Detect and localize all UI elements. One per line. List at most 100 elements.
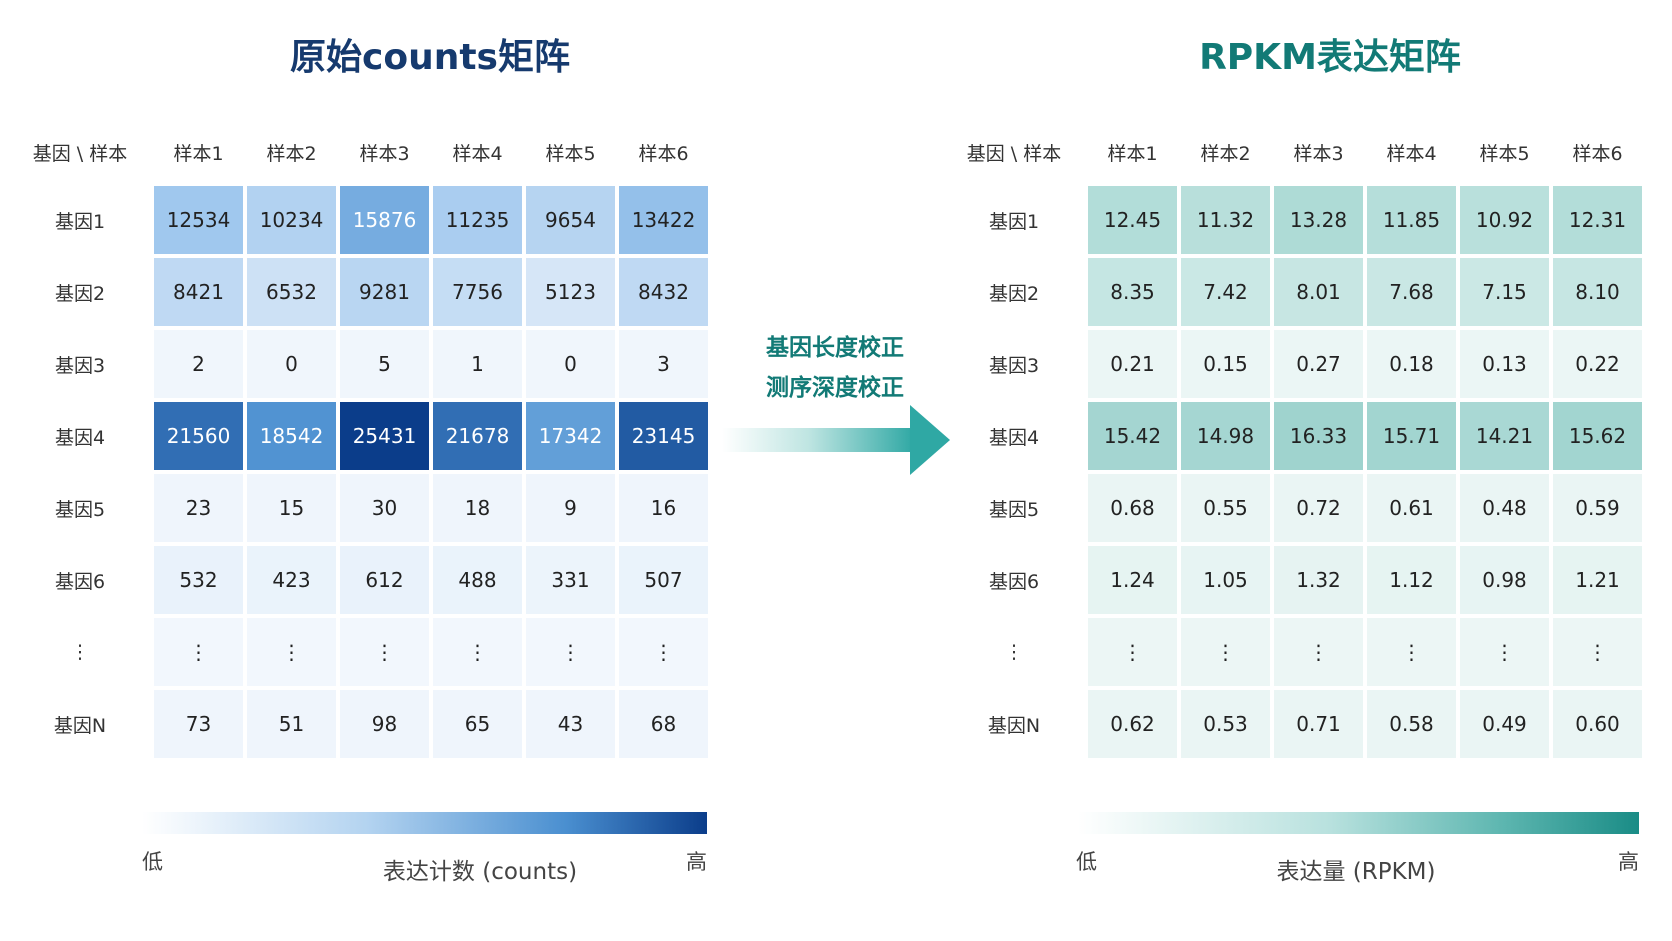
column-header: 样本3 — [1293, 142, 1344, 165]
matrix-cell: 0.22 — [1553, 330, 1642, 398]
sequencing-depth-correction-text: 测序深度校正 — [766, 375, 904, 401]
matrix-cell: 51 — [247, 690, 336, 758]
table-row: 基因N 73 51 98 65 43 68 — [10, 690, 708, 758]
column-header: 样本2 — [1200, 142, 1251, 165]
row-label: ⋮ — [70, 641, 90, 663]
column-header: 样本3 — [359, 142, 410, 165]
matrix-cell: 12534 — [154, 186, 243, 254]
right-panel-title: RPKM表达矩阵 — [1199, 37, 1461, 78]
column-header: 样本1 — [173, 142, 224, 165]
matrix-cell: 8.10 — [1553, 258, 1642, 326]
matrix-cell: 507 — [619, 546, 708, 614]
matrix-cell: ⋮ — [526, 618, 615, 686]
colorbar-low-label: 低 — [142, 850, 163, 874]
row-label: 基因N — [987, 714, 1041, 737]
matrix-cell: 0.18 — [1367, 330, 1456, 398]
matrix-cell: 0.55 — [1181, 474, 1270, 542]
colorbar-low-label: 低 — [1076, 850, 1097, 874]
matrix-cell: 1 — [433, 330, 522, 398]
matrix-cell: ⋮ — [247, 618, 336, 686]
matrix-cell: 331 — [526, 546, 615, 614]
arrow-right-icon — [722, 405, 950, 475]
matrix-cell: ⋮ — [340, 618, 429, 686]
row-label: 基因N — [53, 714, 107, 737]
matrix-cell: 5 — [340, 330, 429, 398]
matrix-cell: 0.53 — [1181, 690, 1270, 758]
table-row: 基因2 8421 6532 9281 7756 5123 8432 — [10, 258, 708, 326]
matrix-cell: 16 — [619, 474, 708, 542]
column-header: 样本6 — [1572, 142, 1623, 165]
matrix-cell: 0.62 — [1088, 690, 1177, 758]
row-label: 基因2 — [54, 282, 106, 305]
matrix-cell: 12.45 — [1088, 186, 1177, 254]
matrix-cell: 0.15 — [1181, 330, 1270, 398]
gene-length-correction-text: 基因长度校正 — [766, 335, 904, 361]
matrix-cell: 8.01 — [1274, 258, 1363, 326]
matrix-cell: 0.13 — [1460, 330, 1549, 398]
matrix-cell: 10234 — [247, 186, 336, 254]
matrix-cell: 0 — [526, 330, 615, 398]
matrix-cell: 68 — [619, 690, 708, 758]
counts-matrix-table: 基因 \ 样本 样本1 样本2 样本3 样本4 样本5 样本6 基因1 12534… — [6, 118, 712, 762]
colorbar-high-label: 高 — [1618, 850, 1639, 874]
matrix-cell: ⋮ — [619, 618, 708, 686]
matrix-cell: 17342 — [526, 402, 615, 470]
matrix-cell: 1.21 — [1553, 546, 1642, 614]
matrix-cell: 0.68 — [1088, 474, 1177, 542]
matrix-cell: ⋮ — [433, 618, 522, 686]
matrix-cell: 0.61 — [1367, 474, 1456, 542]
matrix-cell: 1.12 — [1367, 546, 1456, 614]
column-header: 样本1 — [1107, 142, 1158, 165]
matrix-cell: 0.49 — [1460, 690, 1549, 758]
row-label: 基因2 — [988, 282, 1040, 305]
matrix-cell: 1.24 — [1088, 546, 1177, 614]
table-row: 基因1 12534 10234 15876 11235 9654 13422 — [10, 186, 708, 254]
matrix-cell: 488 — [433, 546, 522, 614]
matrix-cell: ⋮ — [1088, 618, 1177, 686]
corner-header: 基因 \ 样本 — [966, 142, 1062, 165]
matrix-cell: 10.92 — [1460, 186, 1549, 254]
left-panel-title: 原始counts矩阵 — [290, 37, 570, 78]
table-row: 基因N 0.62 0.53 0.71 0.58 0.49 0.60 — [944, 690, 1642, 758]
matrix-cell: 21560 — [154, 402, 243, 470]
rpkm-matrix-table: 基因 \ 样本 样本1 样本2 样本3 样本4 样本5 样本6 基因1 12.45… — [940, 118, 1646, 762]
matrix-cell: 9654 — [526, 186, 615, 254]
matrix-cell: 43 — [526, 690, 615, 758]
matrix-cell: 7.42 — [1181, 258, 1270, 326]
table-row: 基因3 2 0 5 1 0 3 — [10, 330, 708, 398]
matrix-cell: 18 — [433, 474, 522, 542]
matrix-cell: 23 — [154, 474, 243, 542]
matrix-cell: ⋮ — [1367, 618, 1456, 686]
matrix-cell: 15876 — [340, 186, 429, 254]
matrix-cell: 0.98 — [1460, 546, 1549, 614]
matrix-cell: 98 — [340, 690, 429, 758]
matrix-cell: 11.85 — [1367, 186, 1456, 254]
table-row: 基因5 0.68 0.55 0.72 0.61 0.48 0.59 — [944, 474, 1642, 542]
row-label: 基因4 — [988, 426, 1040, 449]
matrix-cell: 14.21 — [1460, 402, 1549, 470]
matrix-cell: ⋮ — [1274, 618, 1363, 686]
matrix-cell: ⋮ — [1553, 618, 1642, 686]
matrix-cell: 30 — [340, 474, 429, 542]
matrix-cell: 532 — [154, 546, 243, 614]
row-label: 基因1 — [54, 210, 106, 233]
matrix-cell: 13.28 — [1274, 186, 1363, 254]
matrix-cell: 12.31 — [1553, 186, 1642, 254]
matrix-cell: 25431 — [340, 402, 429, 470]
rpkm-colorbar — [1078, 812, 1639, 834]
matrix-cell: 21678 — [433, 402, 522, 470]
row-label: 基因6 — [54, 570, 106, 593]
row-label: 基因3 — [54, 354, 106, 377]
matrix-cell: 9281 — [340, 258, 429, 326]
colorbar-title: 表达计数 (counts) — [382, 859, 578, 885]
matrix-cell: 13422 — [619, 186, 708, 254]
table-row: ⋮ ⋮ ⋮ ⋮ ⋮ ⋮ ⋮ — [10, 618, 708, 686]
matrix-cell: 2 — [154, 330, 243, 398]
column-header: 样本5 — [1479, 142, 1530, 165]
table-row: 基因6 1.24 1.05 1.32 1.12 0.98 1.21 — [944, 546, 1642, 614]
matrix-cell: ⋮ — [154, 618, 243, 686]
matrix-cell: 0.27 — [1274, 330, 1363, 398]
table-row: 基因3 0.21 0.15 0.27 0.18 0.13 0.22 — [944, 330, 1642, 398]
row-label: 基因4 — [54, 426, 106, 449]
row-label: 基因1 — [988, 210, 1040, 233]
